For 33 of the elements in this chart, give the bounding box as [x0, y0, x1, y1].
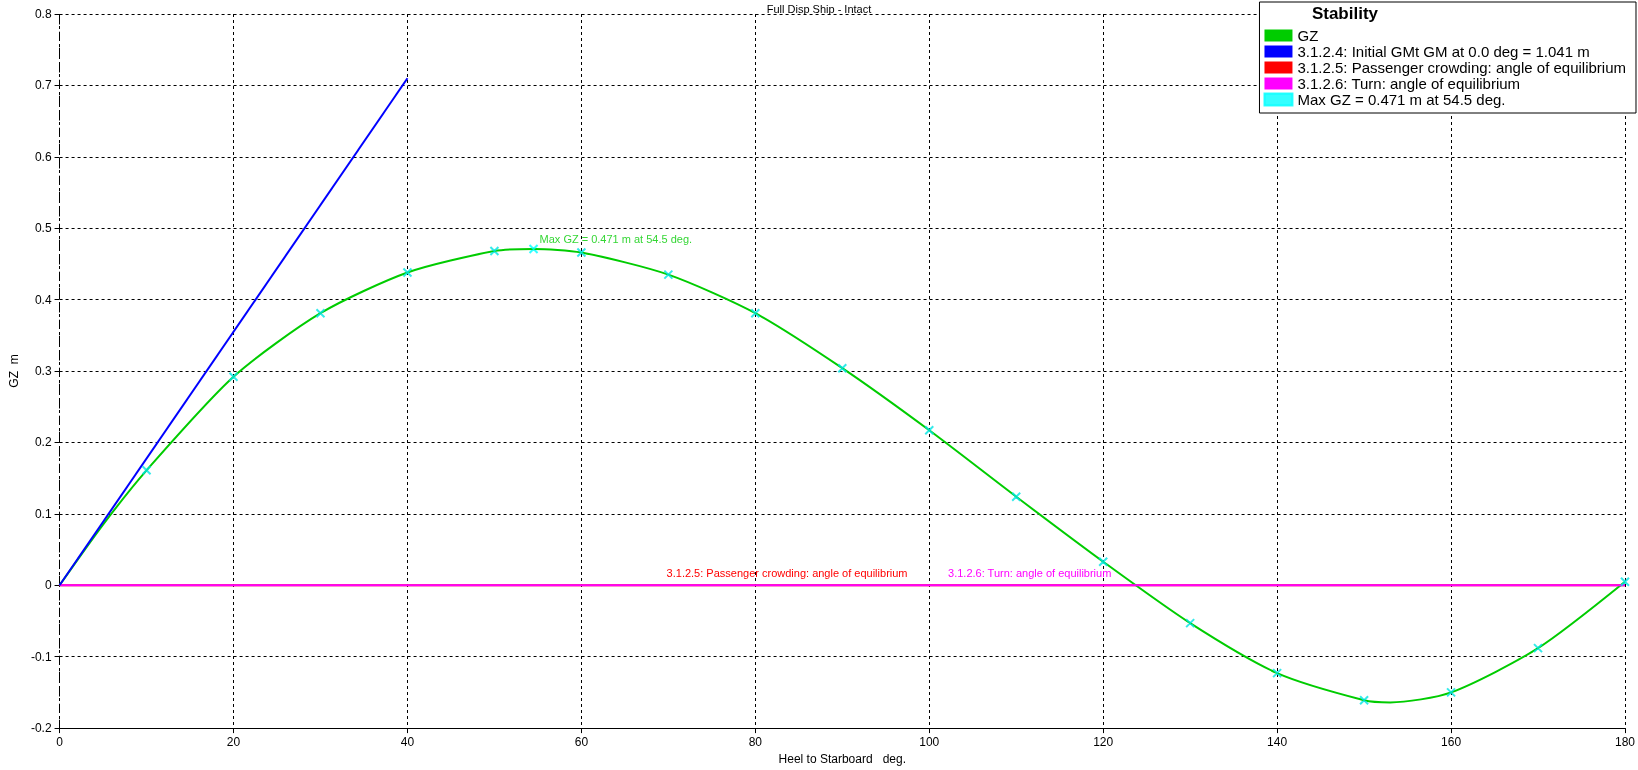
x-tick-label: 60	[574, 735, 589, 750]
text: Max GZ = 0.471 m at 54.5 deg.	[539, 232, 693, 245]
legend-title: Stability	[1311, 4, 1379, 23]
x-tick-label: 140	[1267, 735, 1288, 750]
legend-label: 3.1.2.5: Passenger crowding: angle of equilibrium	[1297, 59, 1626, 76]
y-tick-label: 0.3	[34, 364, 52, 379]
text: 3.1.2.6: Turn: angle of equilibrium	[948, 566, 1112, 579]
x-tick-label: 180	[1614, 735, 1636, 750]
y-tick-label: 0.2	[34, 435, 52, 450]
x-tick-label: 20	[226, 735, 241, 750]
legend-label: 3.1.2.6: Turn: angle of equilibrium	[1297, 75, 1521, 92]
y-tick-label: 0.1	[34, 506, 52, 521]
y-tick-label: 0.7	[34, 78, 52, 93]
x-axis-title: Heel to Starboard deg.	[778, 752, 906, 766]
legend-label: GZ	[1297, 27, 1319, 44]
y-tick-label: -0.2	[30, 721, 52, 736]
y-tick-label: 0.8	[34, 7, 52, 21]
y-tick-label: 0.4	[34, 292, 52, 307]
chart-title: Full Disp Ship - Intact	[766, 2, 872, 15]
x-tick-label: 100	[919, 735, 940, 750]
y-tick-label: 0.6	[34, 149, 52, 164]
x-tick-label: 40	[400, 735, 415, 750]
legend-label: 3.1.2.4: Initial GMt GM at 0.0 deg = 1.041 m	[1297, 43, 1590, 60]
y-tick-label: -0.1	[30, 649, 52, 664]
x-tick-label: 120	[1093, 735, 1114, 750]
y-tick-label: 0.5	[34, 221, 52, 236]
x-tick-label: 80	[748, 735, 763, 750]
x-tick-label: 0	[56, 735, 64, 750]
y-tick-label: 0	[44, 578, 52, 593]
y-axis-title: GZ m	[7, 354, 21, 388]
text: 3.1.2.5: Passenger crowding: angle of equilibrium	[666, 566, 908, 579]
legend-label: Max GZ = 0.471 m at 54.5 deg.	[1297, 91, 1506, 108]
x-tick-label: 160	[1441, 735, 1462, 750]
